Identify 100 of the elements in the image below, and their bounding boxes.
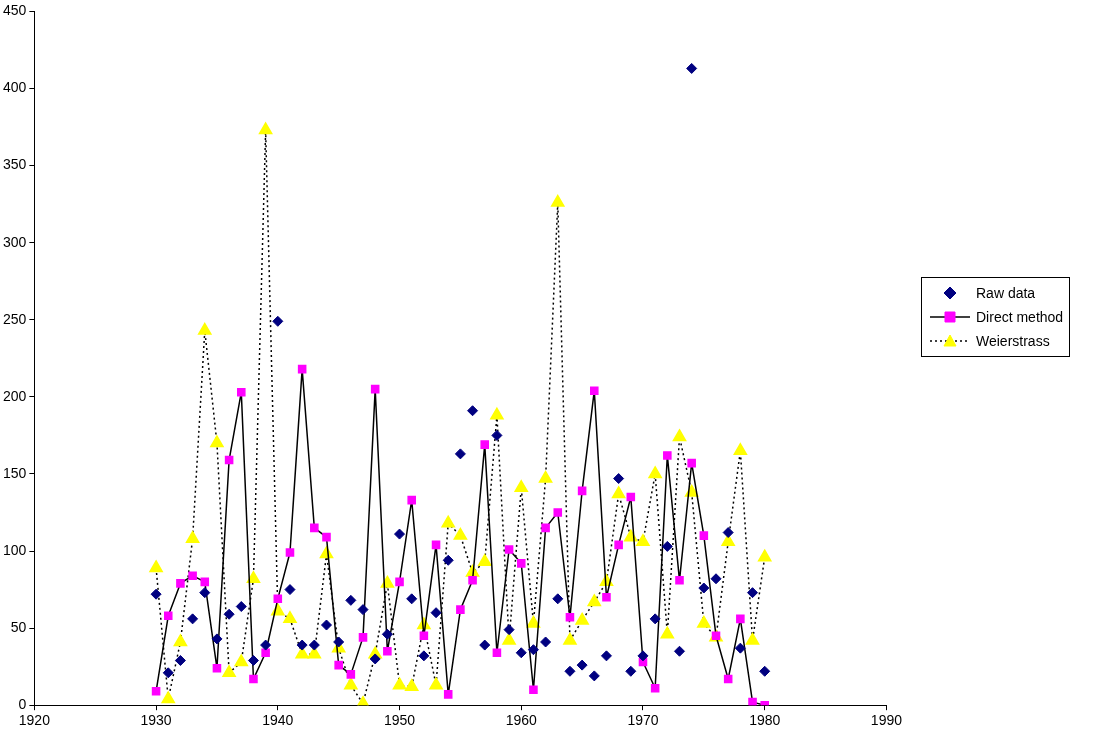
point bbox=[430, 607, 442, 619]
y-tick-label: 400 bbox=[3, 79, 27, 96]
point bbox=[295, 646, 309, 659]
point bbox=[237, 387, 246, 397]
point bbox=[310, 523, 319, 533]
point bbox=[576, 659, 588, 671]
point bbox=[650, 683, 660, 693]
point bbox=[187, 613, 199, 625]
point bbox=[745, 632, 760, 645]
point bbox=[577, 486, 587, 496]
point bbox=[249, 674, 258, 684]
point bbox=[575, 612, 589, 625]
point bbox=[527, 644, 539, 656]
y-tick-label: 350 bbox=[3, 156, 27, 173]
point bbox=[565, 613, 575, 622]
point bbox=[587, 594, 602, 607]
point bbox=[529, 685, 538, 695]
point bbox=[600, 650, 612, 662]
point bbox=[370, 384, 380, 394]
point bbox=[344, 677, 358, 690]
point bbox=[553, 508, 563, 517]
point bbox=[442, 554, 454, 566]
point bbox=[381, 628, 393, 640]
point bbox=[492, 648, 502, 658]
point bbox=[516, 559, 526, 568]
point bbox=[722, 527, 734, 539]
point bbox=[407, 495, 416, 505]
y-tick-label: 150 bbox=[3, 464, 27, 481]
point bbox=[197, 322, 212, 335]
point bbox=[674, 645, 685, 657]
x-tick-label: 1970 bbox=[627, 712, 659, 729]
x-tick-label: 1990 bbox=[870, 712, 903, 729]
point bbox=[212, 663, 222, 673]
point bbox=[358, 633, 368, 642]
point bbox=[322, 532, 331, 542]
point bbox=[188, 571, 197, 580]
point bbox=[748, 697, 757, 706]
point bbox=[296, 639, 308, 651]
point bbox=[453, 527, 468, 540]
point bbox=[235, 601, 247, 613]
point bbox=[672, 429, 687, 442]
point bbox=[345, 594, 357, 606]
point bbox=[404, 678, 419, 691]
legend-label: Weierstrass bbox=[976, 333, 1050, 349]
point bbox=[297, 364, 307, 374]
point bbox=[151, 687, 161, 696]
point bbox=[660, 626, 675, 639]
point bbox=[504, 545, 514, 554]
legend-label: Direct method bbox=[976, 309, 1064, 325]
point bbox=[552, 593, 564, 605]
x-tick-label: 1920 bbox=[18, 712, 51, 729]
point bbox=[222, 665, 236, 678]
y-tick-label: 0 bbox=[18, 696, 27, 713]
point bbox=[174, 654, 186, 666]
point bbox=[736, 614, 745, 624]
point bbox=[247, 654, 259, 666]
point bbox=[626, 492, 636, 502]
point bbox=[687, 458, 696, 468]
point bbox=[723, 674, 733, 684]
point bbox=[503, 624, 515, 636]
point bbox=[441, 515, 456, 528]
point bbox=[649, 613, 661, 625]
point bbox=[258, 122, 273, 135]
x-tick-label: 1960 bbox=[505, 712, 538, 729]
point bbox=[468, 576, 477, 585]
point bbox=[284, 584, 296, 596]
point bbox=[479, 639, 491, 651]
legend-label: Raw data bbox=[976, 285, 1036, 301]
x-tick-label: 1950 bbox=[383, 712, 416, 729]
point bbox=[395, 577, 404, 587]
point bbox=[149, 560, 163, 573]
point bbox=[747, 587, 759, 599]
point bbox=[173, 634, 188, 647]
point bbox=[272, 315, 284, 327]
point bbox=[675, 576, 684, 585]
point bbox=[490, 407, 504, 420]
point bbox=[467, 405, 479, 417]
point bbox=[550, 194, 565, 207]
point bbox=[663, 451, 672, 460]
point bbox=[454, 448, 466, 460]
x-tick-label: 1980 bbox=[749, 712, 781, 729]
point bbox=[759, 665, 771, 677]
point bbox=[321, 619, 332, 631]
point bbox=[210, 435, 224, 448]
point bbox=[721, 534, 735, 547]
point bbox=[392, 677, 407, 690]
point bbox=[636, 534, 650, 547]
point bbox=[200, 577, 210, 587]
point bbox=[611, 486, 626, 499]
point bbox=[563, 632, 577, 645]
point bbox=[307, 646, 322, 659]
point bbox=[161, 691, 176, 704]
point bbox=[515, 647, 527, 659]
point bbox=[456, 605, 465, 614]
point bbox=[283, 611, 297, 624]
point bbox=[346, 670, 356, 679]
point bbox=[697, 615, 711, 628]
point bbox=[526, 615, 541, 628]
point bbox=[686, 62, 698, 74]
point bbox=[443, 690, 453, 699]
